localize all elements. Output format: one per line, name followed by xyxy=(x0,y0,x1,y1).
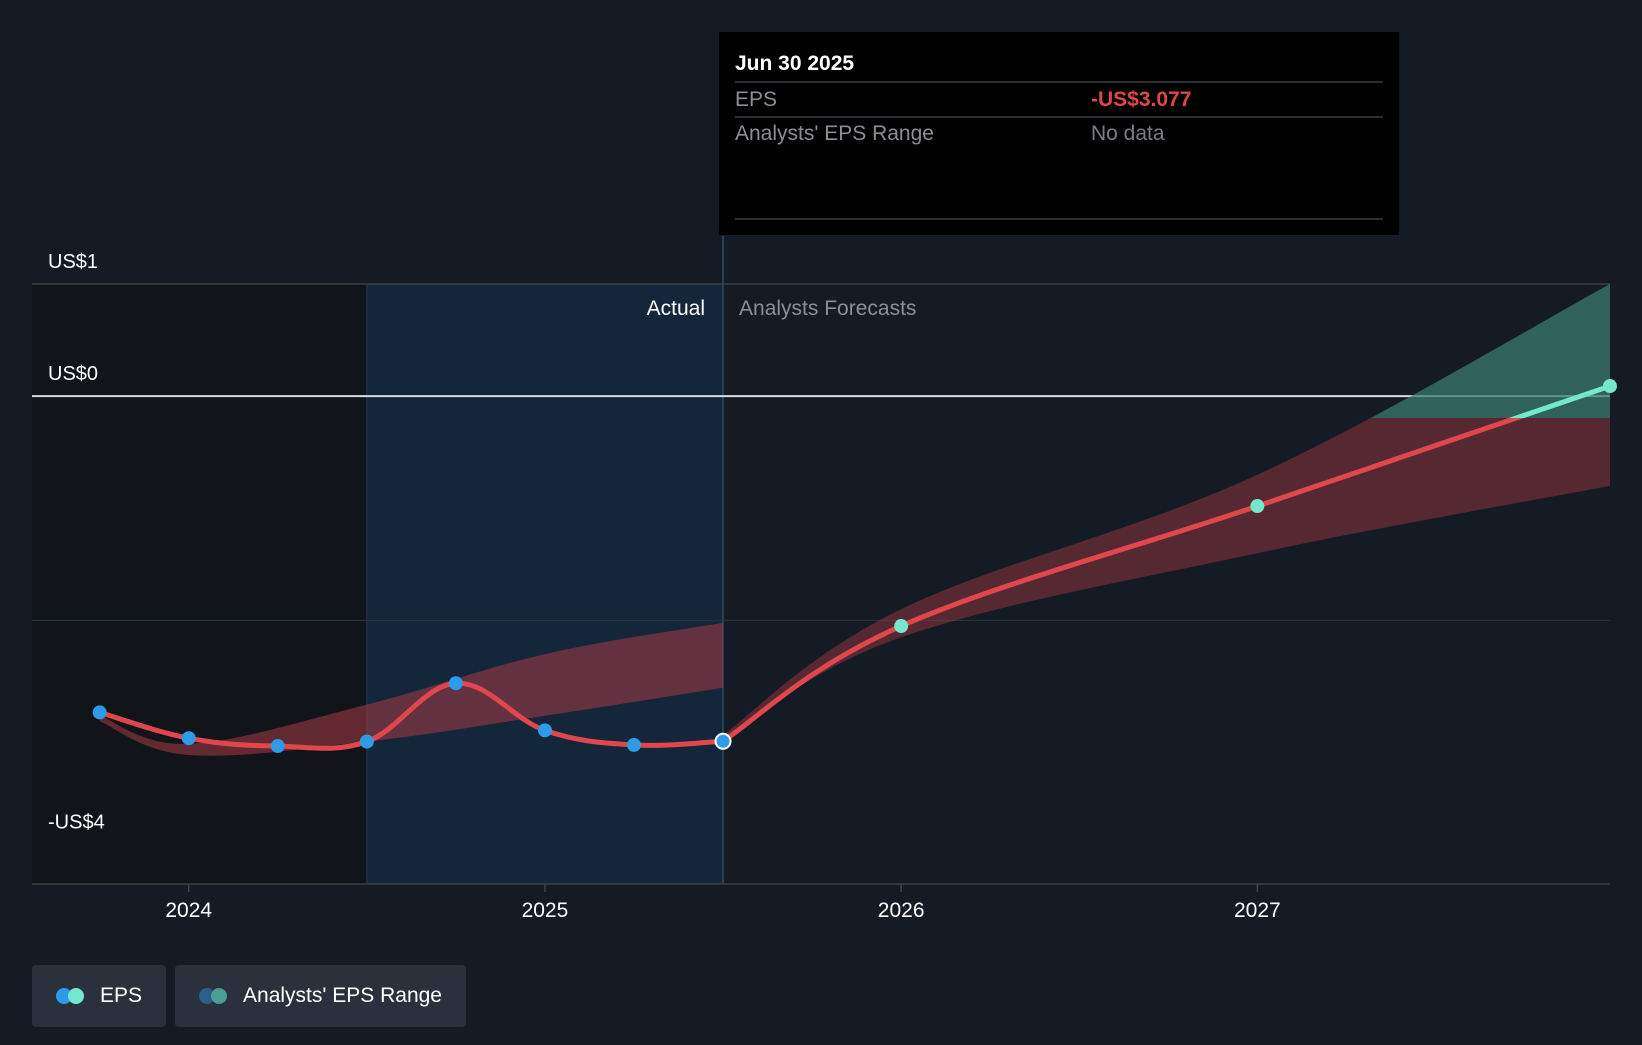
eps-point-actual-selected xyxy=(716,734,731,749)
legend-label-eps: EPS xyxy=(100,984,142,1008)
legend: EPS Analysts' EPS Range xyxy=(32,965,466,1027)
tooltip-date: Jun 30 2025 xyxy=(735,52,854,75)
forecast-label: Analysts Forecasts xyxy=(739,297,916,320)
eps-point-actual xyxy=(93,705,107,719)
tooltip-eps-label: EPS xyxy=(735,88,777,111)
x-tick-label: 2026 xyxy=(878,899,925,922)
eps-point-actual xyxy=(182,731,196,745)
x-tick-label: 2024 xyxy=(165,899,212,922)
eps-point-actual xyxy=(271,739,285,753)
tooltip: Jun 30 2025 EPS -US$3.077 Analysts' EPS … xyxy=(719,32,1399,235)
actual-label: Actual xyxy=(647,297,705,320)
tooltip-range-value: No data xyxy=(1091,122,1165,145)
eps-point-forecast xyxy=(1250,499,1264,513)
eps-point-actual xyxy=(627,738,641,752)
actual-highlight-region xyxy=(367,284,723,884)
eps-legend-icon xyxy=(56,988,86,1004)
eps-point-actual xyxy=(449,676,463,690)
analysts-range-legend-icon xyxy=(199,988,229,1004)
eps-point-forecast xyxy=(894,619,908,633)
analyst-range-band-forecast-above xyxy=(723,284,1610,739)
y-tick-label: US$0 xyxy=(48,363,98,385)
x-tick-label: 2025 xyxy=(522,899,569,922)
analyst-range-band-forecast-below xyxy=(723,284,1610,739)
legend-label-analysts-range: Analysts' EPS Range xyxy=(243,984,442,1008)
legend-item-analysts-range[interactable]: Analysts' EPS Range xyxy=(175,965,466,1027)
y-tick-label: US$1 xyxy=(48,251,98,273)
eps-point-forecast xyxy=(1603,379,1617,393)
legend-item-eps[interactable]: EPS xyxy=(32,965,166,1027)
tooltip-eps-value: -US$3.077 xyxy=(1091,88,1191,111)
y-tick-label: -US$4 xyxy=(48,812,105,834)
eps-point-actual xyxy=(360,735,374,749)
eps-point-actual xyxy=(538,723,552,737)
x-tick-label: 2027 xyxy=(1234,899,1281,922)
tooltip-range-label: Analysts' EPS Range xyxy=(735,122,934,145)
